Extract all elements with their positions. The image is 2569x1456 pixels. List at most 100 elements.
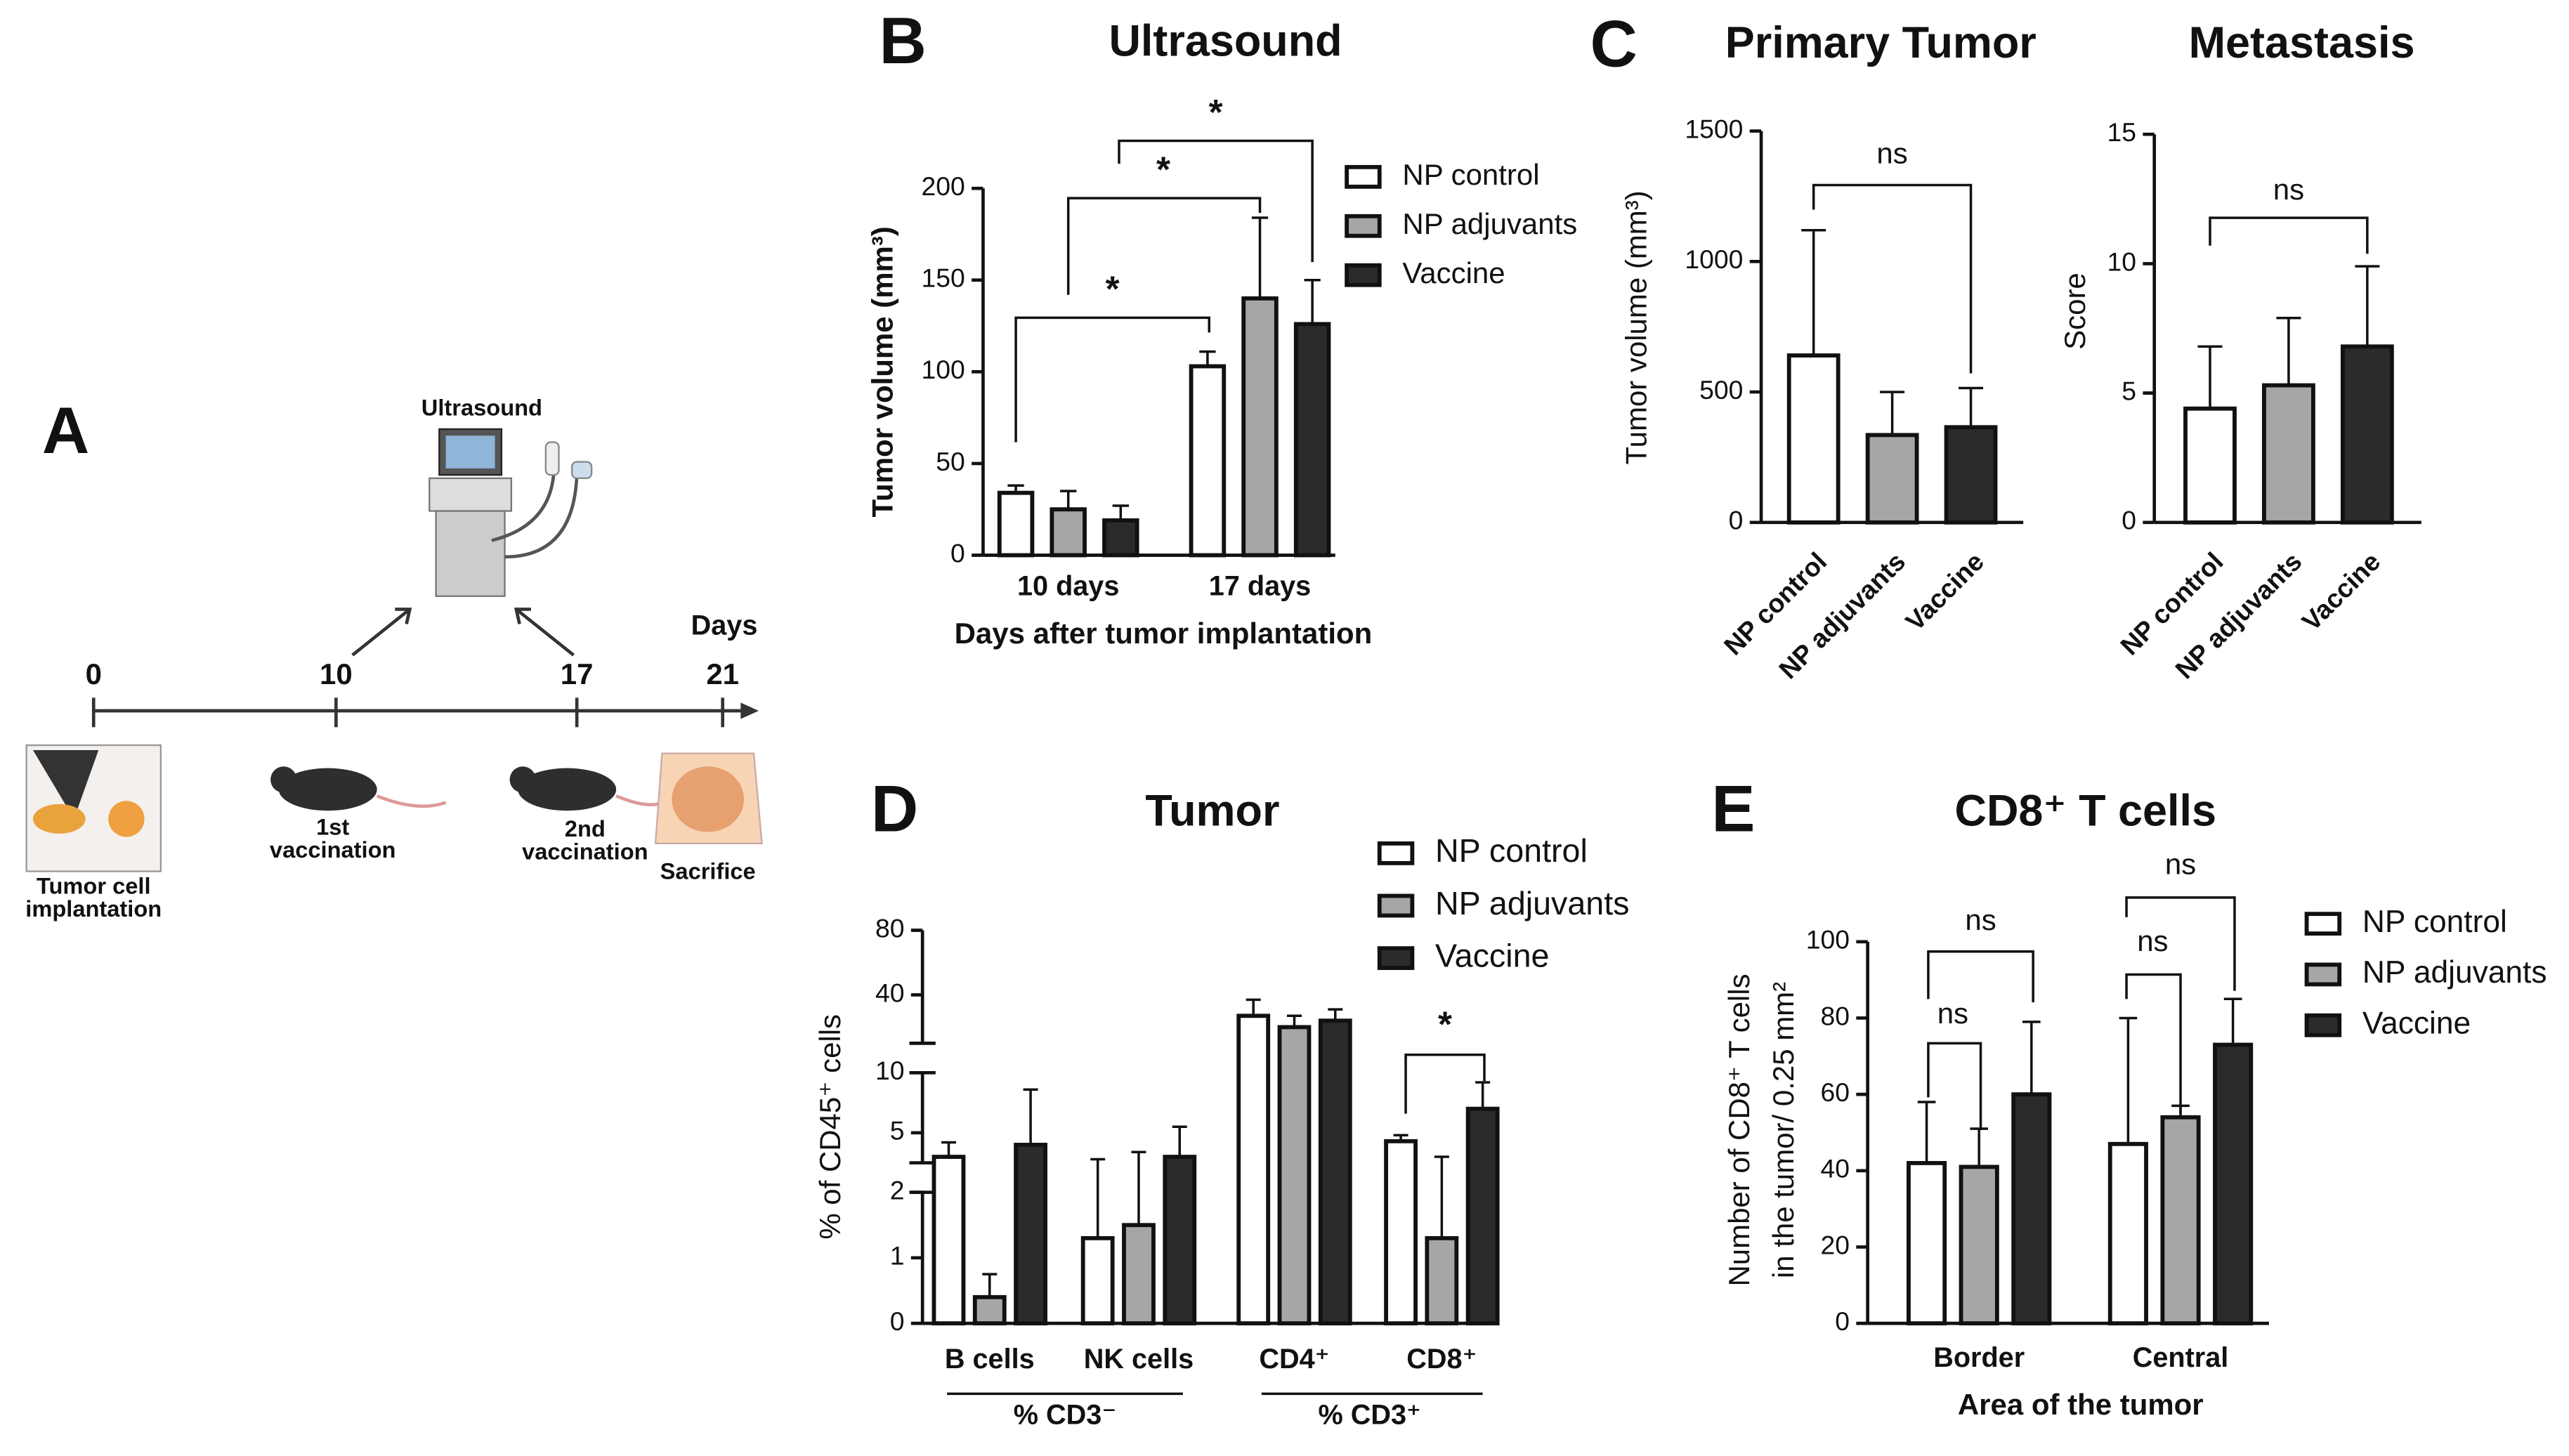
significance-label: *: [1438, 1004, 1452, 1044]
x-tick-label: CD8⁺: [1406, 1344, 1477, 1375]
error-bar: [1328, 1008, 1343, 1021]
significance-label: ns: [2165, 848, 2196, 881]
bar: [2107, 1141, 2148, 1326]
error-bar: [2119, 1016, 2138, 1144]
legend-swatch: [1345, 263, 1382, 287]
event-label: implantation: [25, 896, 162, 922]
error-bar: [1801, 228, 1826, 356]
error-bar: [1131, 1150, 1146, 1226]
event-label: 1st: [316, 814, 349, 840]
legend-label: Vaccine: [2362, 1006, 2471, 1040]
bar: [931, 1155, 966, 1326]
bar: [1163, 1155, 1197, 1326]
significance-bracket: [1927, 950, 2034, 1003]
y-tick-label: 40: [875, 978, 905, 1007]
panel-letter: A: [42, 394, 89, 467]
error-bar: [1007, 484, 1024, 493]
panel-letter: E: [1711, 773, 1755, 846]
x-tick-label: Border: [1933, 1342, 2025, 1373]
y-tick-label: 2: [890, 1175, 905, 1205]
legend-swatch: [1345, 164, 1382, 189]
bar: [2340, 344, 2394, 525]
legend-label: NP control: [2362, 905, 2507, 939]
error-bar: [1112, 504, 1129, 520]
bar: [1944, 425, 1998, 525]
bar: [1102, 518, 1139, 558]
group-label: % CD3⁻: [1014, 1400, 1116, 1431]
y-axis-label: Number of CD8⁺ T cells: [1723, 973, 1756, 1286]
y-tick-label: 15: [2107, 117, 2137, 147]
legend-swatch: [1377, 893, 1415, 918]
bar: [1293, 322, 1331, 558]
y-tick-label: 10: [2107, 247, 2137, 276]
y-tick-label: 40: [1820, 1154, 1850, 1183]
x-tick-label: 17 days: [1209, 571, 1311, 602]
y-tick-label: 0: [2122, 506, 2136, 535]
significance-bracket: [2209, 216, 2369, 254]
legend-label: Vaccine: [1435, 937, 1549, 973]
error-bar: [1199, 350, 1216, 367]
bar: [2213, 1042, 2254, 1326]
day-label: 17: [561, 657, 594, 690]
bar: [1236, 1014, 1271, 1326]
error-bar: [1917, 1101, 1936, 1163]
error-bar: [2223, 997, 2242, 1045]
event-label: 2nd: [565, 815, 606, 841]
legend-swatch: [1377, 841, 1415, 865]
bar: [1959, 1165, 1999, 1326]
significance-bracket: [1927, 1042, 1982, 1130]
bar: [2011, 1092, 2052, 1326]
y-tick-label: 20: [1820, 1230, 1850, 1259]
y-tick-label: 5: [890, 1116, 905, 1146]
chart-title: Primary Tumor: [1725, 18, 2037, 67]
legend-label: NP control: [1402, 158, 1539, 191]
y-tick-label: 0: [950, 538, 965, 568]
y-tick-label: 0: [1729, 506, 1744, 535]
chart-title: Tumor: [1145, 787, 1279, 836]
error-bar: [982, 1273, 998, 1297]
y-tick-label: 150: [922, 263, 965, 293]
significance-label: ns: [2273, 173, 2304, 206]
x-tick-label: CD4⁺: [1259, 1344, 1329, 1375]
error-bar: [1970, 1127, 1989, 1167]
significance-label: *: [1209, 92, 1223, 132]
bar: [972, 1294, 1007, 1326]
y-tick-label: 60: [1820, 1077, 1850, 1107]
significance-label: ns: [1965, 903, 1996, 936]
error-bar: [1475, 1081, 1491, 1109]
error-bar: [1172, 1125, 1187, 1157]
x-tick-label: 10 days: [1017, 571, 1119, 602]
bar: [1050, 507, 1087, 558]
x-axis-label: Area of the tumor: [1958, 1388, 2204, 1421]
significance-bracket: [1066, 197, 1262, 295]
y-axis-label: Score: [2058, 273, 2091, 350]
arrow: [514, 608, 575, 657]
error-bar: [1023, 1088, 1038, 1145]
error-bar: [1060, 490, 1077, 510]
group-label: % CD3⁺: [1319, 1400, 1421, 1431]
y-tick-label: 1: [890, 1241, 905, 1271]
implantation-icon: [25, 744, 162, 872]
sacrifice-icon: [654, 752, 763, 845]
bar: [1080, 1235, 1115, 1326]
y-axis-label: in the tumor/ 0.25 mm²: [1767, 982, 1800, 1278]
legend-label: NP adjuvants: [1402, 207, 1577, 240]
y-tick-label: 0: [890, 1306, 905, 1336]
error-bar: [1880, 391, 1905, 435]
bar: [1241, 296, 1279, 558]
significance-label: *: [1106, 269, 1120, 309]
legend-swatch: [2304, 962, 2342, 987]
arrow: [351, 608, 412, 657]
error-bar: [1304, 278, 1321, 324]
event-label: vaccination: [270, 837, 396, 863]
legend-label: NP adjuvants: [2362, 955, 2547, 990]
panel-letter: B: [880, 4, 927, 77]
legend-swatch: [1377, 946, 1415, 971]
event-label: vaccination: [522, 839, 648, 865]
error-bar: [1393, 1134, 1408, 1141]
bar: [1907, 1161, 1947, 1326]
day-label: 10: [320, 657, 353, 690]
significance-bracket: [1014, 316, 1210, 442]
legend-label: Vaccine: [1402, 256, 1505, 289]
